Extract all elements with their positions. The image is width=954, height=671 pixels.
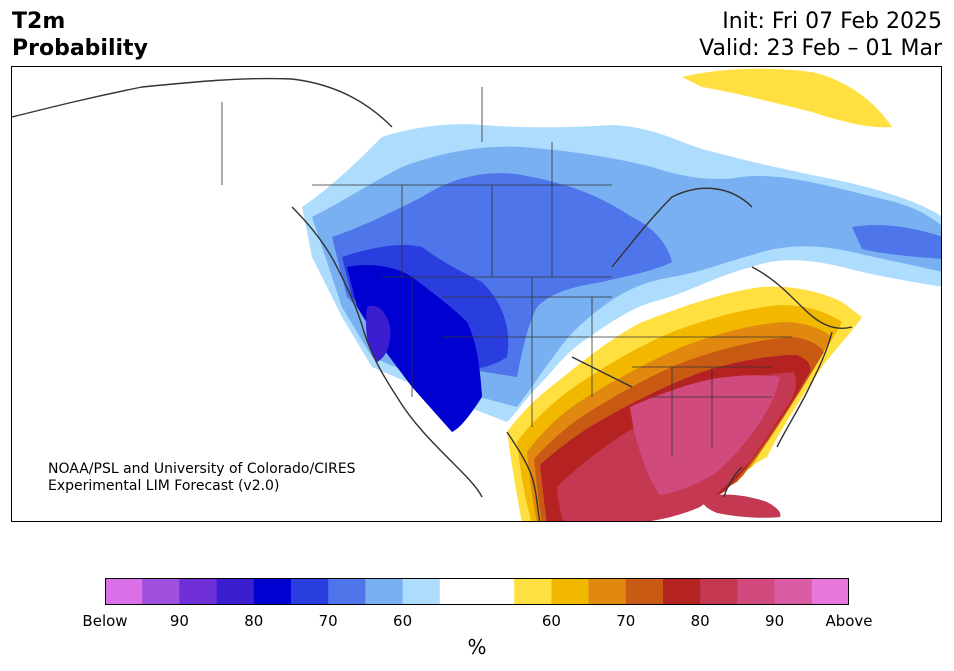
colorbar-tick-label: 60 [393, 612, 413, 630]
colorbar-swatch [774, 578, 813, 605]
credit-line-2: Experimental LIM Forecast (v2.0) [48, 478, 280, 494]
colorbar-swatch [625, 578, 664, 605]
colorbar-swatch [253, 578, 292, 605]
colorbar-tick-label: 70 [318, 612, 338, 630]
political-borders [221, 87, 792, 457]
probability-map [11, 66, 942, 522]
colorbar-swatch [179, 578, 218, 605]
credit-line-1: NOAA/PSL and University of Colorado/CIRE… [48, 461, 356, 477]
colorbar-swatch [142, 578, 180, 605]
forecast-dates: Init: Fri 07 Feb 2025 Valid: 23 Feb – 01… [699, 8, 942, 62]
colorbar-swatch [737, 578, 776, 605]
below-80-east-region [852, 225, 941, 259]
colorbar-swatch [291, 578, 329, 605]
colorbar-tick-label: 60 [541, 612, 561, 630]
colorbar [105, 578, 849, 605]
colorbar-unit: % [467, 635, 487, 659]
colorbar-swatch [700, 578, 738, 605]
above-90-region [630, 375, 780, 495]
colorbar-swatch [588, 578, 627, 605]
colorbar-swatch [439, 578, 478, 605]
colorbar-tick-label: 80 [690, 612, 710, 630]
colorbar-tick-label: 90 [169, 612, 189, 630]
credit-text: NOAA/PSL and University of Colorado/CIRE… [48, 461, 356, 495]
colorbar-swatch [477, 578, 515, 605]
colorbar-swatch [514, 578, 552, 605]
colorbar-border [105, 578, 849, 605]
colorbar-swatch [551, 578, 590, 605]
colorbar-swatch [328, 578, 366, 605]
greenland-warm-region [682, 68, 892, 128]
colorbar-tick-label: Above [825, 612, 873, 630]
below-95-region [366, 305, 391, 362]
colorbar-swatch [365, 578, 404, 605]
below-90-region [347, 265, 482, 432]
colorbar-swatch [105, 578, 143, 605]
caribbean-warm-region [701, 494, 781, 518]
product-label: Probability [12, 36, 148, 61]
colorbar-swatch [402, 578, 441, 605]
colorbar-swatch [216, 578, 255, 605]
colorbar-tick-label: Below [82, 612, 128, 630]
coastlines [12, 77, 853, 521]
init-date: Init: Fri 07 Feb 2025 [722, 9, 942, 34]
map-title: T2m Probability [12, 8, 148, 62]
colorbar-tick-label: 90 [765, 612, 785, 630]
colorbar-tick-label: 70 [616, 612, 636, 630]
colorbar-swatch [663, 578, 701, 605]
variable-label: T2m [12, 9, 66, 34]
colorbar-swatch [811, 578, 849, 605]
map-canvas [12, 68, 941, 521]
valid-range: Valid: 23 Feb – 01 Mar [699, 36, 942, 61]
colorbar-tick-label: 80 [244, 612, 264, 630]
